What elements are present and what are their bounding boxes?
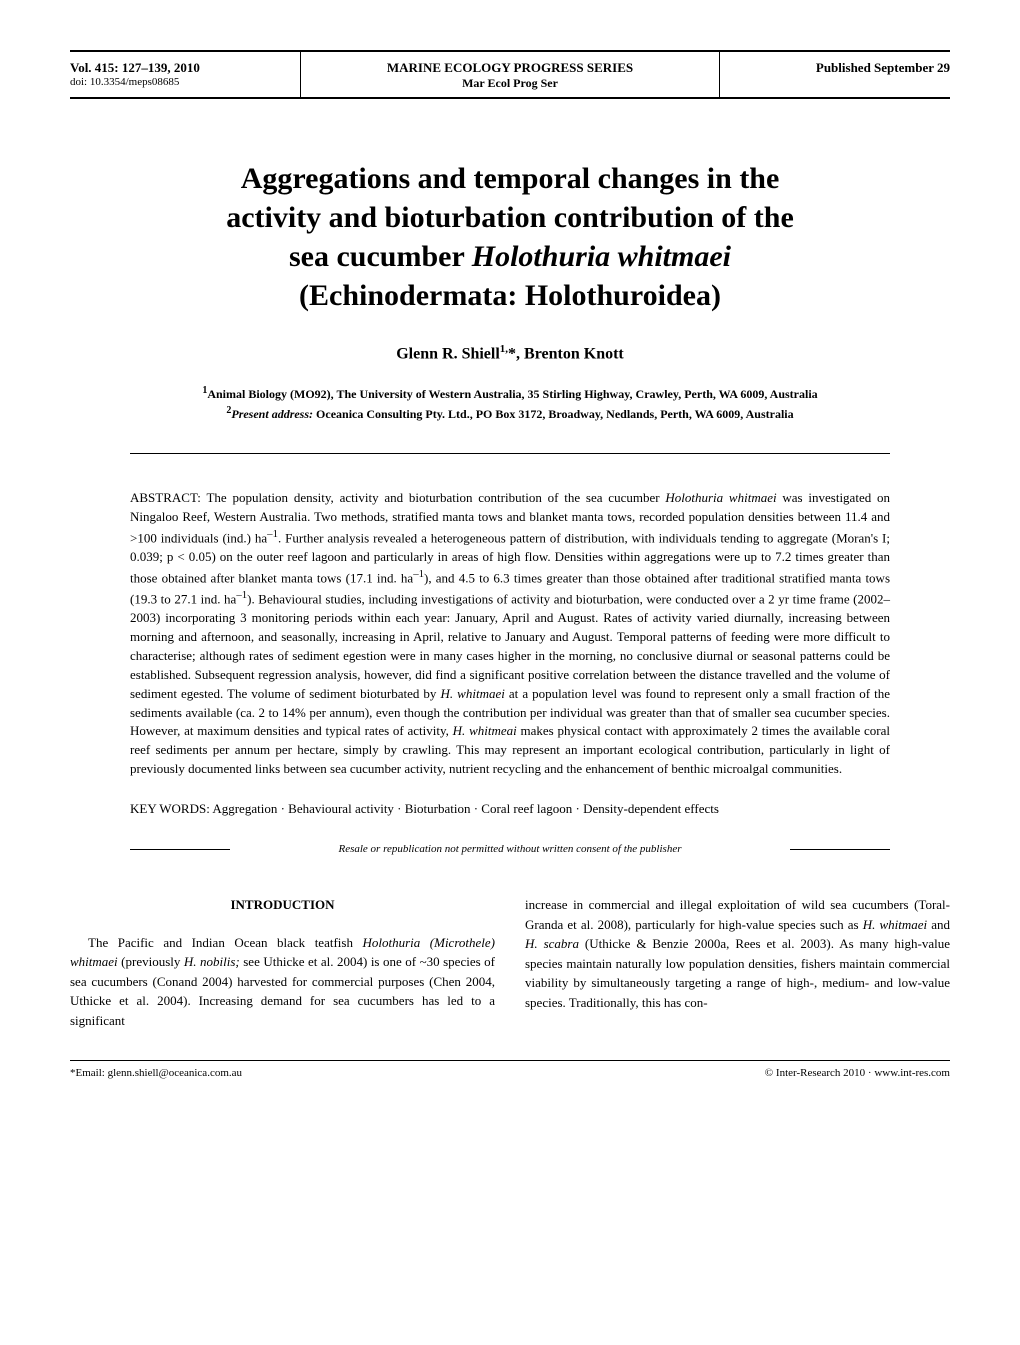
series-subtitle: Mar Ecol Prog Ser <box>313 76 706 91</box>
publish-date: Published September 29 <box>732 60 950 76</box>
doi-info: doi: 10.3354/meps08685 <box>70 76 288 88</box>
publish-cell: Published September 29 <box>719 52 950 97</box>
intro-l1: The Pacific and Indian Ocean black teatf… <box>88 935 362 950</box>
series-title: MARINE ECOLOGY PROGRESS SERIES <box>313 60 706 76</box>
abstract-sp1: Holothuria whitmaei <box>665 490 776 505</box>
page-footer: *Email: glenn.shiell@oceanica.com.au © I… <box>70 1060 950 1079</box>
intro-sp2: (Microthele) <box>430 935 495 950</box>
intro-para-right: increase in commercial and illegal explo… <box>525 895 950 1012</box>
affiliations: 1Animal Biology (MO92), The University o… <box>70 383 950 423</box>
author-1-sup: 1, <box>500 343 508 355</box>
abstract-t5: ). Behavioural studies, including invest… <box>130 592 890 701</box>
intro-l2: (previously <box>118 954 184 969</box>
abstract-sup2: –1 <box>413 568 424 580</box>
aff1-text: Animal Biology (MO92), The University of… <box>207 387 817 401</box>
resale-text: Resale or republication not permitted wi… <box>338 843 681 855</box>
abstract-sp3: H. whitmeai <box>453 723 517 738</box>
divider-1 <box>130 453 890 454</box>
series-cell: MARINE ECOLOGY PROGRESS SERIES Mar Ecol … <box>301 52 718 97</box>
intro-para-left: The Pacific and Indian Ocean black teatf… <box>70 933 495 1031</box>
title-line-2: activity and bioturbation contribution o… <box>226 201 794 234</box>
title-line-3: sea cucumber <box>289 240 472 273</box>
title-species: Holothuria whitmaei <box>472 240 731 273</box>
resale-notice: Resale or republication not permitted wi… <box>130 843 890 855</box>
abstract: ABSTRACT: The population density, activi… <box>130 489 890 779</box>
article-title: Aggregations and temporal changes in the… <box>70 159 950 315</box>
title-line-1: Aggregations and temporal changes in the <box>241 162 780 195</box>
title-line-4: (Echinodermata: Holothuroidea) <box>299 279 721 312</box>
intro-r3: (Uthicke & Benzie 2000a, Rees et al. 200… <box>525 936 950 1010</box>
footer-copyright: © Inter-Research 2010 · www.int-res.com <box>765 1067 950 1079</box>
abstract-t1: The population density, activity and bio… <box>206 490 665 505</box>
keywords-label: KEY WORDS: <box>130 801 212 816</box>
author-2: , Brenton Knott <box>516 345 624 362</box>
aff2-text: Oceanica Consulting Pty. Ltd., PO Box 31… <box>313 407 794 421</box>
intro-sp3: whitmaei <box>70 954 118 969</box>
volume-info: Vol. 415: 127–139, 2010 <box>70 60 288 76</box>
aff2-label: Present address: <box>231 407 313 421</box>
volume-cell: Vol. 415: 127–139, 2010 doi: 10.3354/mep… <box>70 52 301 97</box>
author-1-asterisk: * <box>508 345 516 362</box>
left-column: INTRODUCTION The Pacific and Indian Ocea… <box>70 895 495 1030</box>
abstract-sup1: –1 <box>267 528 278 540</box>
right-column: increase in commercial and illegal explo… <box>525 895 950 1030</box>
keywords-text: Aggregation · Behavioural activity · Bio… <box>212 801 719 816</box>
intro-sp1: Holothuria <box>362 935 420 950</box>
abstract-sp2: H. whitmaei <box>440 686 504 701</box>
keywords: KEY WORDS: Aggregation · Behavioural act… <box>130 799 890 819</box>
abstract-label: ABSTRACT: <box>130 490 206 505</box>
intro-r2: and <box>927 917 950 932</box>
journal-header: Vol. 415: 127–139, 2010 doi: 10.3354/mep… <box>70 50 950 99</box>
intro-sp4: H. nobilis; <box>184 954 240 969</box>
abstract-sup3: –1 <box>236 589 247 601</box>
author-1: Glenn R. Shiell <box>396 345 500 362</box>
intro-sp5: H. whitmaei <box>863 917 927 932</box>
body-columns: INTRODUCTION The Pacific and Indian Ocea… <box>70 895 950 1030</box>
authors: Glenn R. Shiell1,*, Brenton Knott <box>70 343 950 363</box>
intro-heading: INTRODUCTION <box>70 895 495 915</box>
intro-sp6: H. scabra <box>525 936 579 951</box>
footer-email: *Email: glenn.shiell@oceanica.com.au <box>70 1067 242 1079</box>
